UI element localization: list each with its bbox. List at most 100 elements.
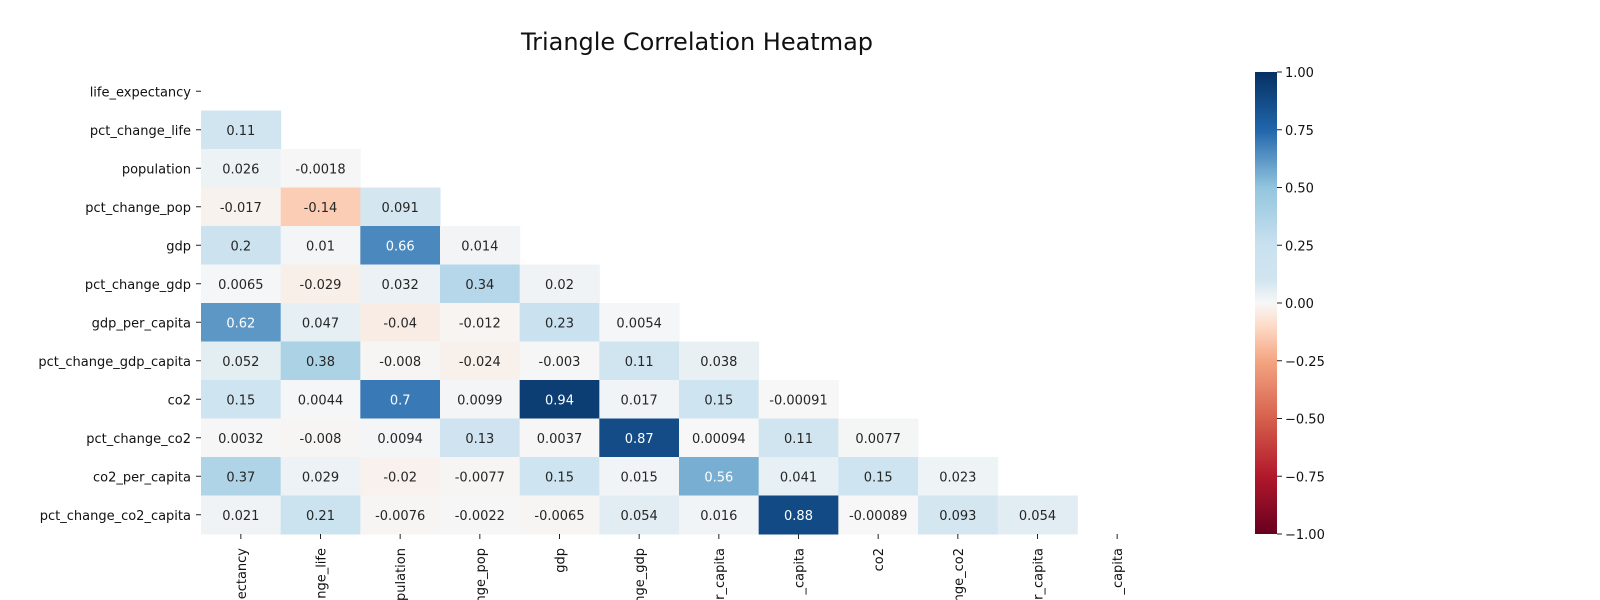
colorbar-tick-label: −0.50 bbox=[1285, 413, 1325, 428]
cell-value-label: -0.00089 bbox=[849, 509, 907, 524]
cell-value-label: -0.0076 bbox=[375, 509, 425, 524]
x-tick-label: _capita bbox=[1111, 548, 1126, 596]
heatmap-cell bbox=[519, 457, 600, 496]
x-tick-label: nge_pop bbox=[474, 548, 489, 600]
colorbar-tick-label: 0.25 bbox=[1285, 239, 1314, 254]
cell-value-label: -0.0018 bbox=[295, 162, 345, 177]
heatmap-cell bbox=[201, 380, 282, 419]
cell-value-label: -0.024 bbox=[459, 355, 501, 370]
heatmap-cell bbox=[758, 380, 839, 419]
heatmap-cell bbox=[280, 418, 361, 458]
heatmap-cell bbox=[201, 303, 282, 342]
cell-value-label: 0.0044 bbox=[298, 393, 344, 408]
colorbar-tick-label: −0.75 bbox=[1285, 470, 1325, 485]
heatmap-cell bbox=[280, 264, 361, 304]
y-tick-label: co2_per_capita bbox=[93, 470, 191, 485]
heatmap-cell bbox=[280, 187, 361, 227]
x-tick-label: nge_gdp bbox=[633, 548, 648, 600]
cell-value-label: -0.00091 bbox=[769, 393, 827, 408]
heatmap-cell bbox=[280, 457, 361, 496]
cell-value-label: -0.012 bbox=[459, 316, 501, 331]
cell-value-label: 0.0054 bbox=[616, 316, 662, 331]
cell-value-label: 0.56 bbox=[704, 470, 733, 485]
heatmap-cell bbox=[201, 418, 282, 458]
cell-value-label: 0.23 bbox=[545, 316, 574, 331]
cell-value-label: 0.0077 bbox=[855, 432, 901, 447]
cell-value-label: 0.21 bbox=[306, 509, 335, 524]
heatmap-cell bbox=[918, 457, 999, 496]
y-tick-label: pct_change_co2 bbox=[86, 432, 191, 447]
cell-value-label: 0.014 bbox=[461, 239, 498, 254]
heatmap-cell bbox=[440, 457, 521, 496]
colorbar-tick-label: 0.75 bbox=[1285, 124, 1314, 139]
heatmap-cell bbox=[599, 380, 680, 419]
heatmap-cell bbox=[440, 226, 521, 265]
heatmap-cell bbox=[679, 495, 760, 535]
x-tick-label: co2 bbox=[872, 548, 887, 571]
heatmap-cell bbox=[360, 226, 441, 265]
cell-value-label: 0.62 bbox=[226, 316, 255, 331]
cell-value-label: 0.015 bbox=[621, 470, 658, 485]
cell-value-label: 0.94 bbox=[545, 393, 574, 408]
heatmap-cell bbox=[280, 380, 361, 419]
heatmap-cell bbox=[360, 457, 441, 496]
cell-value-label: 0.029 bbox=[302, 470, 339, 485]
cell-value-label: 0.054 bbox=[1019, 509, 1056, 524]
heatmap-cell bbox=[360, 418, 441, 458]
heatmap-cell bbox=[679, 380, 760, 419]
heatmap-cell bbox=[360, 187, 441, 227]
cell-value-label: 0.023 bbox=[939, 470, 976, 485]
heatmap-cell bbox=[838, 457, 919, 496]
heatmap-cell bbox=[918, 495, 999, 535]
heatmap-cell bbox=[360, 380, 441, 419]
cell-value-label: -0.0077 bbox=[455, 470, 505, 485]
cell-value-label: 0.041 bbox=[780, 470, 817, 485]
cell-value-label: -0.003 bbox=[539, 355, 581, 370]
heatmap-cell bbox=[201, 226, 282, 265]
heatmap-cell bbox=[519, 418, 600, 458]
cell-value-label: 0.11 bbox=[784, 432, 813, 447]
heatmap-cell bbox=[519, 264, 600, 304]
y-tick-label: life_expectancy bbox=[90, 85, 192, 100]
y-tick-label: pct_change_gdp_capita bbox=[38, 355, 191, 370]
x-tick-label: _capita bbox=[793, 548, 808, 596]
colorbar: 1.00 0.75 0.50 0.25 0.00 −0.25 −0.50 −0.75 −1.00 bbox=[1255, 66, 1325, 543]
cell-value-label: 0.0099 bbox=[457, 393, 503, 408]
cell-value-label: -0.0022 bbox=[455, 509, 505, 524]
cell-value-label: 0.15 bbox=[864, 470, 893, 485]
cell-value-label: 0.0037 bbox=[537, 432, 583, 447]
heatmap-cell bbox=[280, 149, 361, 188]
heatmap-cell bbox=[679, 418, 760, 458]
cell-value-label: -0.008 bbox=[300, 432, 342, 447]
heatmap-cell bbox=[997, 495, 1078, 535]
heatmap-cell bbox=[599, 341, 680, 381]
heatmap-cell bbox=[360, 341, 441, 381]
heatmap-cell bbox=[201, 495, 282, 535]
heatmap-cell bbox=[201, 457, 282, 496]
cell-value-label: 0.032 bbox=[382, 278, 419, 293]
heatmap-cell bbox=[280, 303, 361, 342]
x-axis-ticks: ectancy nge_life opulation nge_pop gdp nge_gd… bbox=[235, 534, 1126, 600]
cell-value-label: 0.038 bbox=[700, 355, 737, 370]
x-tick-label: r_capita bbox=[713, 548, 728, 600]
heatmap-cell bbox=[280, 341, 361, 381]
cell-value-label: 0.13 bbox=[465, 432, 494, 447]
heatmap-cell bbox=[201, 264, 282, 304]
cell-value-label: 0.11 bbox=[625, 355, 654, 370]
cell-value-label: -0.02 bbox=[383, 470, 417, 485]
y-tick-label: gdp_per_capita bbox=[92, 316, 191, 331]
y-tick-label: pct_change_pop bbox=[85, 201, 191, 216]
cell-value-label: -0.14 bbox=[304, 201, 338, 216]
cell-value-label: -0.04 bbox=[383, 316, 417, 331]
heatmap-cells: 0.11 0.026 -0.0018 -0.017 -0.14 0.091 0.2 0.01 0… bbox=[201, 110, 1078, 535]
cell-value-label: 0.052 bbox=[222, 355, 259, 370]
cell-value-label: -0.017 bbox=[220, 201, 262, 216]
cell-value-label: 0.66 bbox=[386, 239, 415, 254]
heatmap-cell bbox=[838, 495, 919, 535]
heatmap-cell bbox=[599, 418, 680, 458]
heatmap-cell bbox=[360, 264, 441, 304]
heatmap-cell bbox=[440, 380, 521, 419]
cell-value-label: 0.091 bbox=[382, 201, 419, 216]
cell-value-label: 0.34 bbox=[465, 278, 494, 293]
